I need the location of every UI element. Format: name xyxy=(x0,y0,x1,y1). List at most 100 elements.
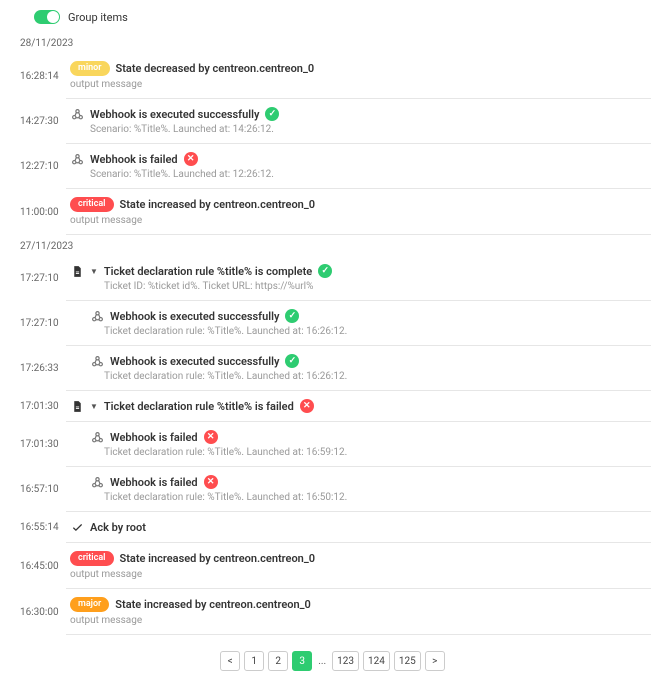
group-items-label: Group items xyxy=(68,11,128,24)
entry-title: Webhook is executed successfully xyxy=(90,108,259,121)
entry-header-line: Webhook is failed ✕ xyxy=(70,152,645,166)
fail-icon: ✕ xyxy=(184,152,198,166)
entry-title: Ticket declaration rule %title% is compl… xyxy=(104,265,312,278)
entry-subtext: output message xyxy=(70,215,645,226)
entry-time: 16:30:00 xyxy=(14,589,66,635)
entry-subtext: Ticket declaration rule: %Title%. Launch… xyxy=(70,492,645,503)
timeline-entry: 16:30:00 major State increased by centreon… xyxy=(14,589,651,635)
entry-subtext: output message xyxy=(70,615,645,626)
entry-time: 17:01:30 xyxy=(14,391,66,422)
entry-time: 17:01:30 xyxy=(14,422,66,467)
entry-content: ▼ Ticket declaration rule %title% is comp… xyxy=(66,256,651,301)
entry-content: Webhook is failed ✕ Scenario: %Title%. Lau… xyxy=(66,144,651,189)
timeline-entry: 17:01:30 Webhook is failed✕ Ticket declara… xyxy=(14,422,651,467)
timeline-entry: 11:00:00 criticalState increased by centr… xyxy=(14,189,651,235)
entry-title: Webhook is failed xyxy=(110,476,198,489)
chevron-down-icon[interactable]: ▼ xyxy=(90,267,98,276)
group-items-row: Group items xyxy=(14,10,651,24)
timeline-entry: 16:28:14 minor State decreased by centreon… xyxy=(14,53,651,99)
timeline-entry: 17:27:10 ▼ Ticket declaration rule %title%… xyxy=(14,256,651,301)
timeline-entry: 16:57:10 Webhook is failed ✕ Ticket declara… xyxy=(14,467,651,512)
success-icon: ✓ xyxy=(285,309,299,323)
entry-time: 17:27:10 xyxy=(14,301,66,346)
check-icon xyxy=(70,520,84,534)
timeline-entry: 12:27:10 Webhook is failed ✕ Scenario: %Tit… xyxy=(14,144,651,189)
entry-time: 11:00:00 xyxy=(14,189,66,235)
entry-time: 16:45:00 xyxy=(14,543,66,589)
success-icon: ✓ xyxy=(318,264,332,278)
entry-content: minor State decreased by centreon.centreo… xyxy=(66,53,651,99)
entry-subtext: Ticket declaration rule: %Title%. Launch… xyxy=(70,447,645,458)
entry-title: Webhook is executed successfully xyxy=(110,310,279,323)
fail-icon: ✕ xyxy=(300,399,314,413)
entry-title: State decreased by centreon.centreon_0 xyxy=(116,62,315,75)
fail-icon: ✕ xyxy=(204,475,218,489)
timeline-entry: 16:55:14 Ack by root xyxy=(14,512,651,543)
webhook-icon xyxy=(70,107,84,121)
page-button[interactable]: 3 xyxy=(292,651,312,671)
page-button[interactable]: 123 xyxy=(332,651,359,671)
entry-title: State increased by centreon.centreon_0 xyxy=(120,198,316,211)
page-next-button[interactable]: > xyxy=(425,651,445,671)
chevron-down-icon[interactable]: ▼ xyxy=(90,402,98,411)
webhook-icon xyxy=(70,152,84,166)
group-items-toggle[interactable] xyxy=(34,10,60,24)
page-button[interactable]: 2 xyxy=(268,651,288,671)
entry-time: 17:27:10 xyxy=(14,256,66,301)
success-icon: ✓ xyxy=(265,107,279,121)
severity-badge: major xyxy=(70,597,109,612)
entry-time: 16:55:14 xyxy=(14,512,66,543)
timeline-entry: 17:26:33Webhook is executed successfully… xyxy=(14,346,651,391)
success-icon: ✓ xyxy=(285,354,299,368)
date-header: 27/11/2023 xyxy=(20,241,651,252)
entry-title: State increased by centreon.centreon_0 xyxy=(120,552,316,565)
entry-title: State increased by centreon.centreon_0 xyxy=(115,598,311,611)
page-button[interactable]: 1 xyxy=(244,651,264,671)
entry-time: 16:57:10 xyxy=(14,467,66,512)
webhook-icon xyxy=(90,475,104,489)
entry-header-line: Webhook is failed ✕ xyxy=(70,475,645,489)
fail-icon: ✕ xyxy=(204,430,218,444)
entry-title: Webhook is failed xyxy=(90,153,178,166)
entry-content: ▼ Ticket declaration rule %title% is fail… xyxy=(66,391,651,422)
entry-subtext: Scenario: %Title%. Launched at: 14:26:12… xyxy=(70,124,645,135)
timeline-entry: 16:45:00criticalState increased by centr… xyxy=(14,543,651,589)
entry-header-line: minor State decreased by centreon.centreo… xyxy=(70,61,645,76)
entry-content: Webhook is executed successfully ✓ Scenari… xyxy=(66,99,651,144)
doc-icon xyxy=(70,264,84,278)
entry-header-line: Webhook is executed successfully ✓ xyxy=(70,354,645,368)
entry-time: 16:28:14 xyxy=(14,53,66,99)
entry-content: Webhook is failed ✕ Ticket declaration rul… xyxy=(66,467,651,512)
page-button[interactable]: 125 xyxy=(394,651,421,671)
entry-subtext: Scenario: %Title%. Launched at: 12:26:12… xyxy=(70,169,645,180)
entry-header-line: Webhook is failed✕ xyxy=(70,430,645,444)
timeline-entry: 14:27:30Webhook is executed successfully… xyxy=(14,99,651,144)
entry-header-line: ▼ Ticket declaration rule %title% is fail… xyxy=(70,399,645,413)
pagination: <123...123124125> xyxy=(14,651,651,671)
page-prev-button[interactable]: < xyxy=(220,651,240,671)
webhook-icon xyxy=(90,354,104,368)
entry-time: 12:27:10 xyxy=(14,144,66,189)
entry-header-line: major State increased by centreon.centreo… xyxy=(70,597,645,612)
entry-title: Webhook is executed successfully xyxy=(110,355,279,368)
severity-badge: minor xyxy=(70,61,110,76)
entry-subtext: Ticket ID: %ticket id%. Ticket URL: http… xyxy=(70,281,645,292)
entry-time: 17:26:33 xyxy=(14,346,66,391)
page-button[interactable]: 124 xyxy=(363,651,390,671)
entry-content: major State increased by centreon.centreo… xyxy=(66,589,651,635)
entry-subtext: Ticket declaration rule: %Title%. Launch… xyxy=(70,326,645,337)
entry-content: criticalState increased by centreon.cent… xyxy=(66,189,651,235)
entry-header-line: Webhook is executed successfully ✓ xyxy=(70,309,645,323)
entry-subtext: output message xyxy=(70,79,645,90)
entry-content: Webhook is executed successfully ✓ Ticket … xyxy=(66,346,651,391)
timeline-entry: 17:27:10 Webhook is executed successfully… xyxy=(14,301,651,346)
entry-header-line: criticalState increased by centreon.cent… xyxy=(70,197,645,212)
entry-content: criticalState increased by centreon.cent… xyxy=(66,543,651,589)
timeline-entry: 17:01:30 ▼ Ticket declaration rule %title%… xyxy=(14,391,651,422)
entry-header-line: Webhook is executed successfully ✓ xyxy=(70,107,645,121)
entry-title: Ack by root xyxy=(90,521,146,534)
webhook-icon xyxy=(90,309,104,323)
entry-subtext: output message xyxy=(70,569,645,580)
entry-subtext: Ticket declaration rule: %Title%. Launch… xyxy=(70,371,645,382)
entry-title: Ticket declaration rule %title% is faile… xyxy=(104,400,294,413)
